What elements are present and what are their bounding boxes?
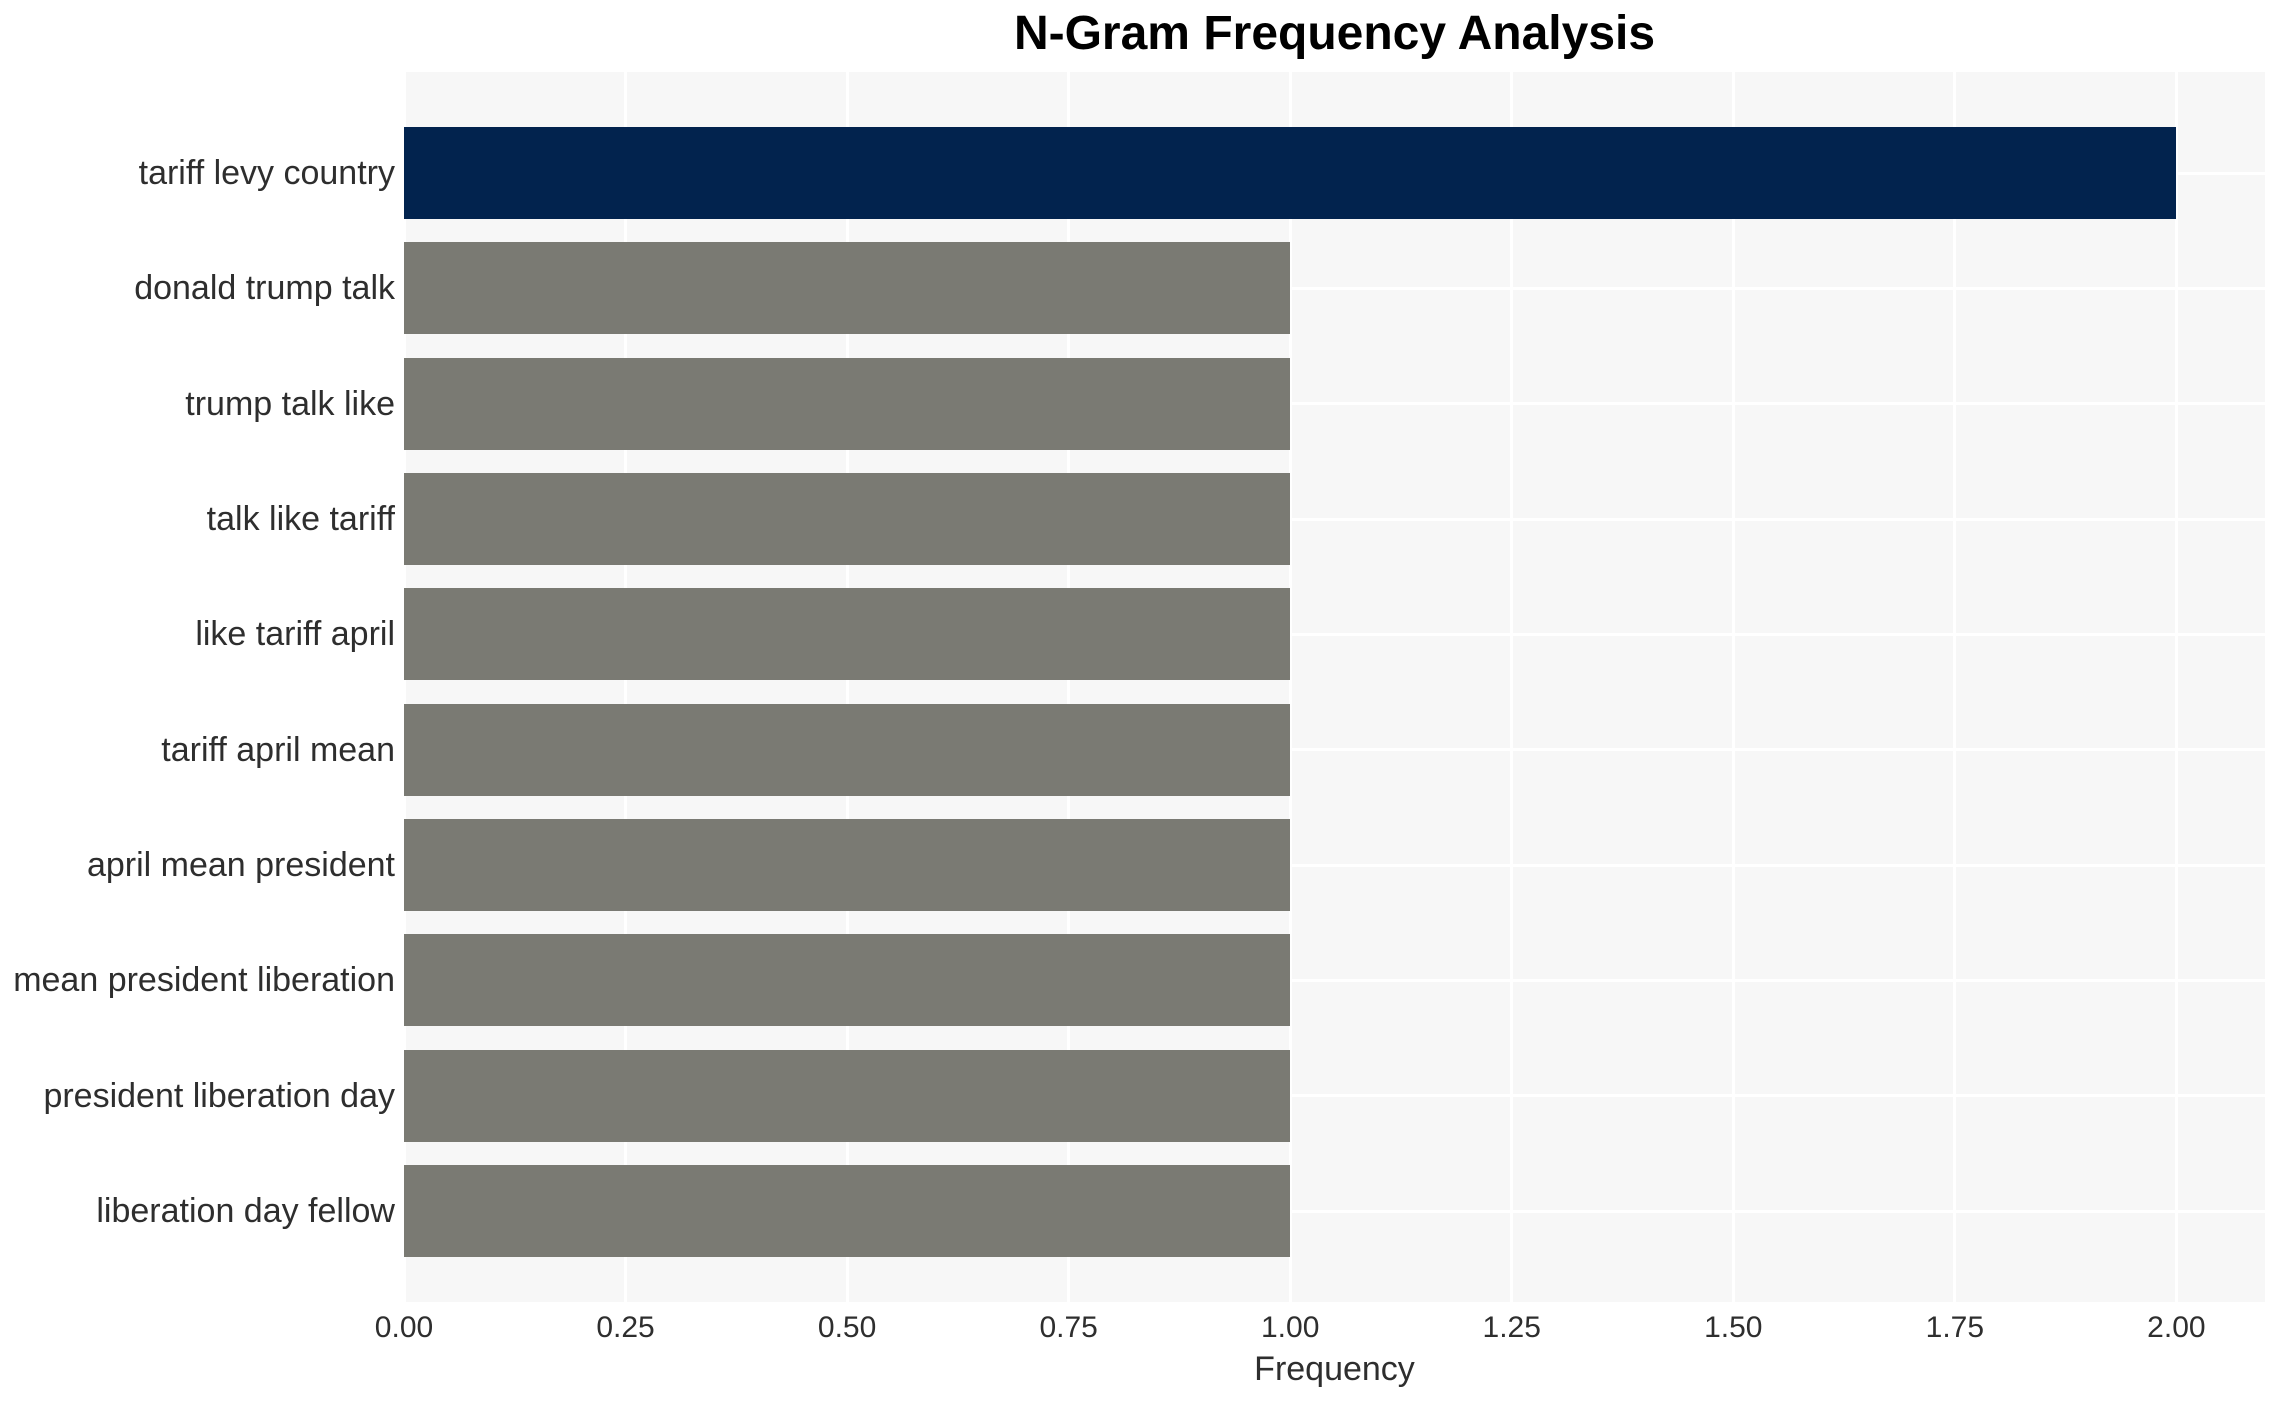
gridline-horizontal — [404, 632, 2265, 636]
y-category-label: like tariff april — [195, 615, 395, 654]
bar-tariff-levy-country — [404, 127, 2177, 219]
gridline-horizontal — [404, 286, 2265, 290]
x-tick-label: 1.50 — [1704, 1311, 1763, 1344]
x-tick-label: 2.00 — [2147, 1311, 2206, 1344]
bar-donald-trump-talk — [404, 242, 1291, 335]
gridline-horizontal — [404, 402, 2265, 406]
x-tick-label: 0.25 — [596, 1311, 655, 1344]
y-category-label: tariff levy country — [138, 154, 395, 192]
x-tick-label: 1.25 — [1482, 1311, 1541, 1344]
gridline-vertical — [624, 72, 628, 1302]
y-axis-labels: tariff levy country donald trump talk trum… — [0, 72, 395, 1302]
bar-talk-like-tariff — [404, 473, 1291, 565]
gridline-vertical — [845, 72, 849, 1302]
y-category-label: april mean president — [86, 846, 395, 884]
gridline-vertical — [2174, 72, 2178, 1302]
y-category-label: donald trump talk — [134, 269, 395, 308]
x-tick-label: 0.75 — [1039, 1311, 1098, 1344]
bar-trump-talk-like — [404, 357, 1291, 450]
gridline-vertical — [1731, 72, 1735, 1302]
bar-tariff-april-mean — [404, 703, 1291, 796]
y-category-label: liberation day fellow — [96, 1192, 395, 1230]
gridline-vertical — [1953, 72, 1957, 1302]
x-tick-label: 0.00 — [374, 1311, 434, 1344]
gridline-vertical — [1067, 72, 1071, 1302]
y-category-label: trump talk like — [185, 384, 395, 423]
y-category-label: tariff april mean — [161, 730, 395, 769]
x-tick-label: 1.00 — [1260, 1311, 1320, 1344]
gridline-horizontal — [404, 748, 2265, 752]
y-category-label: president liberation day — [43, 1076, 395, 1115]
x-tick-label: 1.75 — [1925, 1311, 1985, 1344]
gridline-horizontal — [404, 978, 2265, 982]
gridline-horizontal — [404, 1209, 2265, 1213]
x-tick-label: 0.50 — [817, 1311, 877, 1344]
x-axis-label: Frequency — [1254, 1350, 1415, 1388]
y-category-label: talk like tariff — [206, 500, 395, 538]
gridline-vertical — [402, 72, 406, 1302]
plot-area — [402, 72, 2265, 1302]
bar-like-tariff-april — [404, 588, 1291, 681]
bar-mean-president-liberation — [404, 934, 1291, 1027]
gridline-vertical — [1288, 72, 1292, 1302]
bar-april-mean-president — [404, 819, 1291, 911]
x-axis-ticks: 0.00 0.25 0.50 0.75 1.00 1.25 1.50 1.75 2.00 — [375, 1302, 2265, 1348]
gridline-horizontal — [404, 1094, 2265, 1098]
gridline-horizontal — [404, 517, 2265, 521]
bar-liberation-day-fellow — [404, 1165, 1291, 1257]
gridline-horizontal — [404, 863, 2265, 867]
y-category-label: mean president liberation — [13, 961, 395, 1000]
bar-president-liberation-day — [404, 1049, 1291, 1142]
gridline-vertical — [1510, 72, 1514, 1302]
chart-title: N-Gram Frequency Analysis — [1013, 7, 1656, 60]
